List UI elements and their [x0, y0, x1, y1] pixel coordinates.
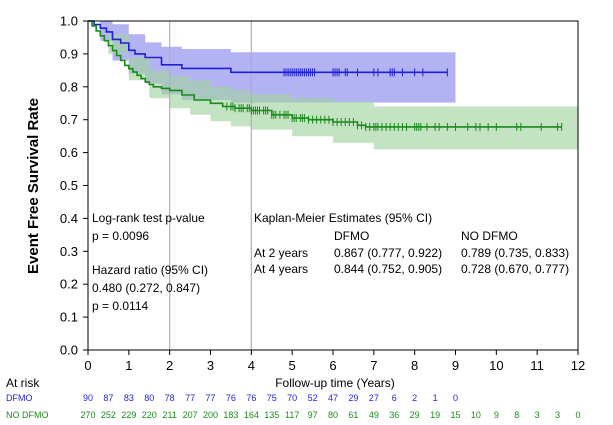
x-tick-label: 9	[452, 358, 459, 373]
at-risk-count: 19	[430, 410, 440, 420]
km-row-2y-nodfmo: 0.789 (0.735, 0.833)	[461, 246, 569, 260]
at-risk-count: 27	[369, 393, 379, 403]
at-risk-count: 80	[144, 393, 154, 403]
ci-band-no-dfmo	[88, 21, 578, 150]
y-tick-label: 0.2	[60, 277, 78, 292]
at-risk-count: 6	[392, 393, 397, 403]
km-estimates-table: Kaplan-Meier Estimates (95% CI) DFMO NO …	[254, 211, 569, 276]
logrank-p: p = 0.0096	[92, 229, 149, 243]
at-risk-count: 29	[410, 410, 420, 420]
at-risk-count: 270	[80, 410, 95, 420]
axes: 0.00.10.20.30.40.50.60.70.80.91.00 1 2 3 4 5 6…	[60, 14, 585, 374]
at-risk-count: 36	[389, 410, 399, 420]
km-row-4y-nodfmo: 0.728 (0.670, 0.777)	[461, 262, 569, 276]
km-col-nodfmo: NO DFMO	[461, 229, 518, 243]
survival-curves	[88, 20, 563, 131]
y-tick-label: 0.4	[60, 211, 78, 226]
at-risk-count: 78	[165, 393, 175, 403]
hazard-p: p = 0.0114	[92, 299, 148, 313]
at-risk-count: 164	[244, 410, 259, 420]
y-tick-label: 0.3	[60, 244, 78, 259]
at-risk-count: 47	[328, 393, 338, 403]
at-risk-count: 207	[183, 410, 198, 420]
at-risk-count: 52	[308, 393, 318, 403]
at-risk-count: 211	[162, 410, 176, 420]
at-risk-count: 2	[412, 393, 417, 403]
hazard-annotation: Hazard ratio (95% CI) 0.480 (0.272, 0.84…	[92, 263, 208, 313]
at-risk-title: At risk	[6, 376, 40, 390]
y-tick-label: 0.7	[60, 112, 78, 127]
confidence-bands	[88, 21, 578, 150]
at-risk-count: 200	[203, 410, 218, 420]
at-risk-count: 10	[471, 410, 481, 420]
y-tick-label: 0.9	[60, 46, 78, 61]
at-risk-count: 77	[185, 393, 195, 403]
at-risk-count: 61	[348, 410, 358, 420]
at-risk-count: 252	[101, 410, 116, 420]
at-risk-count: 90	[83, 393, 93, 403]
hazard-label: Hazard ratio (95% CI)	[92, 263, 208, 277]
x-tick-label: 0	[84, 358, 91, 373]
at-risk-count: 83	[124, 393, 134, 403]
x-tick-label: 4	[248, 358, 255, 373]
at-risk-count: 29	[348, 393, 358, 403]
y-tick-label: 0.8	[60, 79, 78, 94]
logrank-label: Log-rank test p-value	[92, 211, 205, 225]
km-row-2y-label: At 2 years	[254, 246, 308, 260]
at-risk-count: 87	[103, 393, 113, 403]
reference-lines	[169, 21, 252, 350]
hazard-value: 0.480 (0.272, 0.847)	[92, 281, 200, 295]
logrank-annotation: Log-rank test p-value p = 0.0096	[92, 211, 205, 243]
x-tick-label: 12	[571, 358, 585, 373]
km-label: Kaplan-Meier Estimates (95% CI)	[254, 211, 432, 225]
km-row-4y-dfmo: 0.844 (0.752, 0.905)	[334, 262, 442, 276]
survival-curve-dfmo	[88, 20, 448, 74]
y-tick-label: 0.5	[60, 178, 78, 193]
x-tick-label: 11	[530, 358, 544, 373]
y-tick-label: 1.0	[60, 14, 78, 29]
at-risk-count: 76	[246, 393, 256, 403]
at-risk-count: 80	[328, 410, 338, 420]
x-tick-label: 6	[329, 358, 336, 373]
at-risk-count: 135	[264, 410, 279, 420]
at-risk-count: 0	[575, 410, 580, 420]
at-risk-count: 77	[205, 393, 215, 403]
at-risk-count: 3	[555, 410, 560, 420]
at-risk-count: 183	[223, 410, 238, 420]
at-risk-count: 3	[535, 410, 540, 420]
at-risk-count: 8	[514, 410, 519, 420]
x-tick-label: 2	[166, 358, 173, 373]
x-axis-label: Follow-up time (Years)	[275, 376, 395, 390]
x-tick-label: 10	[489, 358, 503, 373]
at-risk-group-label: NO DFMO	[6, 410, 49, 420]
at-risk-count: 97	[308, 410, 318, 420]
at-risk-count: 49	[369, 410, 379, 420]
at-risk-count: 76	[226, 393, 236, 403]
at-risk-count: 15	[450, 410, 460, 420]
y-tick-label: 0.1	[60, 310, 78, 325]
at-risk-count: 117	[285, 410, 299, 420]
km-row-4y-label: At 4 years	[254, 262, 308, 276]
y-tick-label: 0.6	[60, 145, 78, 160]
at-risk-count: 229	[121, 410, 136, 420]
at-risk-count: 0	[453, 393, 458, 403]
km-col-dfmo: DFMO	[334, 229, 369, 243]
x-tick-label: 1	[125, 358, 132, 373]
x-tick-label: 5	[289, 358, 296, 373]
survival-curve-no-dfmo	[88, 20, 562, 128]
x-tick-label: 7	[370, 358, 377, 373]
at-risk-count: 75	[267, 393, 277, 403]
km-row-2y-dfmo: 0.867 (0.777, 0.922)	[334, 246, 442, 260]
at-risk-count: 70	[287, 393, 297, 403]
at-risk-count: 9	[494, 410, 499, 420]
at-risk-count: 1	[433, 393, 438, 403]
at-risk-table: At risk DFMO 90 87 83 80 78 77 77 76 76 75 70 52 47 29…	[6, 376, 581, 420]
y-axis-label: Event Free Survival Rate	[25, 98, 42, 274]
at-risk-group-label: DFMO	[6, 393, 33, 403]
y-tick-label: 0.0	[60, 343, 78, 358]
x-tick-label: 8	[411, 358, 418, 373]
x-tick-label: 3	[207, 358, 214, 373]
at-risk-count: 220	[142, 410, 157, 420]
